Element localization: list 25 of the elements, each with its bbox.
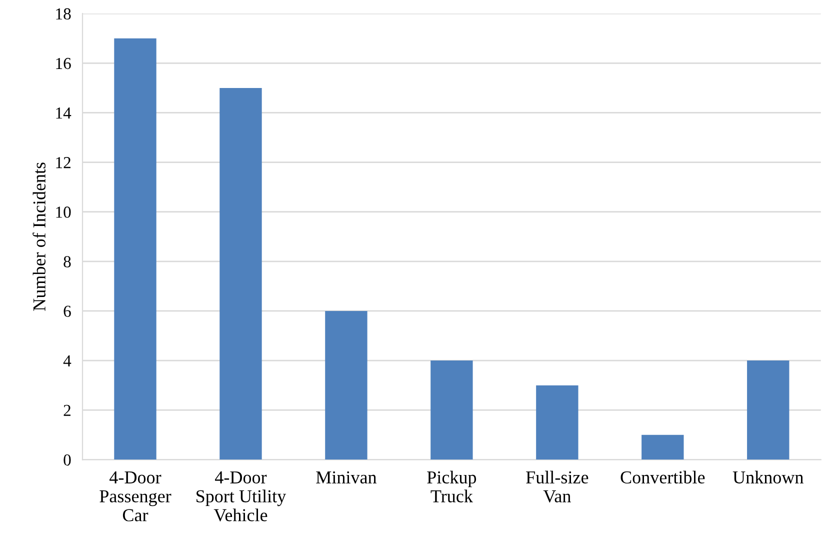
y-tick-label: 6 <box>64 306 71 317</box>
y-tick-label: 16 <box>56 58 71 70</box>
y-tick-label: 10 <box>56 206 71 218</box>
x-tick-label: Unknown <box>732 470 804 484</box>
y-axis-title: Number of Incidents <box>32 162 46 311</box>
x-tick-label: Pickup Truck <box>427 470 476 502</box>
x-tick-label: Minivan <box>316 471 377 484</box>
bar <box>325 310 368 460</box>
y-tick-label: 2 <box>64 404 70 416</box>
y-tick-label: 0 <box>64 454 71 466</box>
bar <box>642 434 684 460</box>
bar <box>430 360 473 460</box>
bar <box>747 360 790 460</box>
y-tick-label: 4 <box>63 355 72 366</box>
x-tick-label: Convertible <box>620 470 705 484</box>
bar <box>114 38 156 460</box>
y-tick-label: 18 <box>56 8 71 20</box>
x-tick-label: 4-Door Passenger Car <box>100 471 172 522</box>
x-tick-label: Full-size Van <box>526 470 588 502</box>
y-tick-label: 14 <box>56 108 72 119</box>
y-tick-label: 8 <box>64 256 71 268</box>
y-tick-label: 12 <box>56 157 70 168</box>
x-tick-label: 4-Door Sport Utility Vehicle <box>196 471 286 522</box>
bar <box>536 385 578 460</box>
bar <box>220 88 262 460</box>
